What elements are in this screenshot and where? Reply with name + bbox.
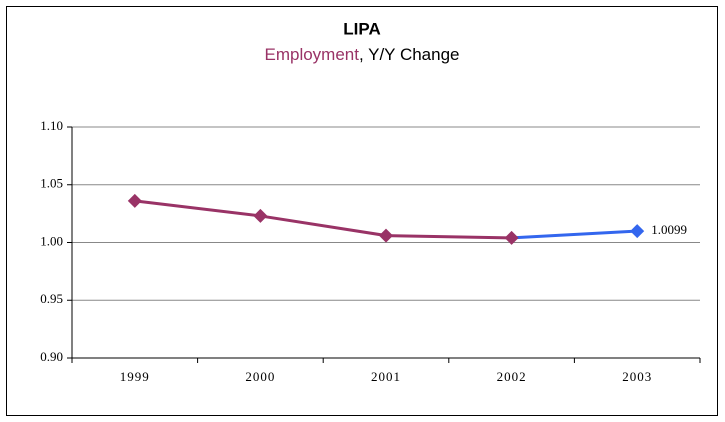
chart-subtitle: Employment, Y/Y Change	[265, 45, 460, 64]
series-line	[134, 199, 512, 240]
data-point	[504, 230, 519, 245]
data-point	[127, 193, 142, 208]
y-tick-label: 1.00	[40, 233, 63, 248]
y-tick-label: 0.90	[40, 349, 63, 364]
data-point	[253, 208, 268, 223]
y-tick-label: 1.05	[40, 176, 63, 191]
y-tick-label: 0.95	[40, 291, 63, 306]
chart-title: LIPA	[343, 19, 380, 38]
subtitle-part: Employment	[265, 45, 360, 64]
x-tick-label: 2000	[245, 369, 275, 384]
data-point	[379, 228, 393, 243]
subtitle-part: , Y/Y Change	[359, 45, 460, 64]
data-label: 1.0099	[651, 222, 687, 237]
series-line	[511, 229, 638, 240]
chart-border	[6, 6, 718, 416]
x-tick-label: 2003	[622, 369, 652, 384]
x-tick-label: 1999	[120, 369, 150, 384]
data-point	[630, 224, 645, 239]
x-tick-label: 2002	[497, 369, 527, 384]
x-tick-label: 2001	[371, 369, 401, 384]
y-tick-label: 1.10	[40, 118, 63, 133]
